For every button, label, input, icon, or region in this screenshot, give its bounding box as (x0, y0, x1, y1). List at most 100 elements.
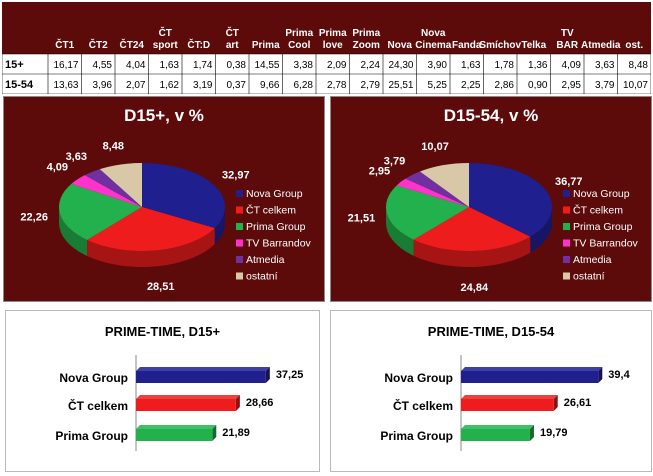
pie-title: D15+, v % (124, 106, 204, 125)
pie-slice (419, 163, 469, 207)
bar (136, 399, 236, 411)
table-cell: 2,24 (361, 60, 381, 71)
pie-slice-side (59, 207, 88, 256)
table-cell: 3,90 (428, 60, 448, 71)
table-cell: 1,78 (495, 60, 515, 71)
table-cell: 1,63 (160, 60, 180, 71)
bar-value-label: 28,66 (246, 397, 274, 409)
table-cell: 24,30 (388, 60, 413, 71)
pie-data-label: 8,48 (103, 140, 124, 152)
category-label: ČT celkem (393, 398, 453, 413)
legend-label: TV Barrandov (246, 238, 312, 250)
pie-slice (396, 178, 469, 207)
table-cell: 2,79 (361, 80, 381, 91)
table-header-cell: Nova Cinema (415, 28, 452, 51)
pie-slice (469, 163, 552, 237)
table-header-cell: ČT24 (120, 38, 145, 51)
table-cell: 4,09 (562, 60, 582, 71)
bar-value-label: 21,89 (222, 427, 250, 439)
table-cell: 1,62 (160, 80, 180, 91)
table-cell: 3,38 (294, 60, 314, 71)
table-cell: 2,07 (126, 80, 146, 91)
category-label: Prima Group (55, 429, 128, 443)
legend-swatch (563, 239, 570, 247)
category-label: ČT celkem (68, 398, 128, 413)
table-header-cell: Smíchov (479, 40, 521, 51)
table-header-cell: Prima (252, 40, 280, 51)
table-header-cell: ČT1 (55, 38, 74, 51)
table-cell: 9,66 (260, 80, 280, 91)
legend-swatch (236, 190, 243, 197)
table-cell: 3,79 (595, 80, 615, 91)
table-header-cell: Prima love (319, 28, 347, 51)
pie-data-label: 22,26 (20, 211, 48, 223)
pie-slice (87, 207, 215, 251)
pie-title: D15-54, v % (444, 106, 539, 125)
bar-top-face (461, 367, 603, 371)
legend-swatch (236, 206, 243, 214)
bar-panel-d15plus: PRIME-TIME, D15+ Nova Group 37,25 ČT celkem… (5, 310, 320, 472)
table-header-cell: Atmedia (581, 40, 621, 51)
table-cell: 13,63 (53, 80, 78, 91)
bar-top-face (461, 425, 534, 429)
pie-slice (58, 183, 142, 240)
table-cell: 3,96 (93, 80, 113, 91)
table-cell: 8,48 (629, 60, 649, 71)
table-header-cell: Prima Zoom (352, 28, 380, 51)
table-cell: 6,28 (294, 80, 314, 91)
table-header-cell: ČT art (226, 26, 240, 51)
table-cell: 2,25 (461, 80, 481, 91)
bar (136, 371, 266, 383)
pie-data-label: 10,07 (421, 141, 449, 153)
table-row-label: 15-54 (5, 79, 34, 91)
table-cell: 25,51 (388, 80, 413, 91)
table-header-cell: ost. (625, 40, 643, 51)
bar-chart-d1554: PRIME-TIME, D15-54 Nova Group 39,4 ČT celke… (380, 324, 631, 451)
table-cell: 3,63 (595, 60, 615, 71)
bar-value-label: 39,4 (608, 369, 630, 381)
table-cell: 4,55 (93, 60, 113, 71)
pie-slice-side (87, 228, 215, 267)
legend-swatch (236, 223, 243, 230)
bar (461, 371, 599, 383)
bar-top-face (136, 425, 217, 429)
legend-label: TV Barrandov (573, 238, 639, 250)
pie-panel-d1554: D15-54, v % 36,77 24,84 21,51 2,95 3,79 10,07 N… (330, 96, 652, 302)
table-cell: 4,04 (126, 60, 146, 71)
pie-slice (413, 207, 531, 251)
table-row-label: 15+ (5, 59, 24, 71)
pie-chart-d15plus: D15+, v % 32,97 28,51 22,26 4,093,63 8,48 Nova… (20, 106, 312, 293)
bar-end-face (529, 425, 534, 441)
pie-slice-side (214, 207, 226, 245)
legend-swatch (563, 206, 570, 214)
table-cell: 2,78 (327, 80, 347, 91)
legend-label: Atmedia (573, 254, 612, 266)
legend-label: ostatní (573, 271, 605, 283)
category-label: Nova Group (59, 371, 128, 385)
legend-swatch (563, 223, 570, 230)
legend-label: Prima Group (246, 221, 306, 233)
table-header-cell: Telka (521, 40, 546, 51)
pie-data-label: 28,51 (147, 281, 175, 293)
legend-label: Prima Group (573, 221, 633, 233)
legend-swatch (563, 256, 570, 263)
category-label: Prima Group (380, 429, 453, 443)
legend-label: Nova Group (573, 188, 630, 200)
legend-swatch (236, 256, 243, 263)
table-header-cell: Nova (388, 40, 413, 51)
table-cell: 14,55 (254, 60, 279, 71)
legend-swatch (236, 239, 243, 247)
pie-panel-d15plus: D15+, v % 32,97 28,51 22,26 4,09 3,63 8,48 Nova… (3, 96, 325, 302)
pie-data-label: 36,77 (555, 176, 583, 188)
bar-top-face (136, 367, 270, 371)
legend-swatch (236, 272, 243, 280)
bar-chart-title: PRIME-TIME, D15+ (105, 324, 221, 339)
bar-end-face (235, 395, 240, 411)
table-cell: 0,37 (227, 80, 247, 91)
legend-swatch (563, 190, 570, 197)
table-header-bg (2, 2, 651, 54)
bar-end-face (598, 367, 603, 383)
bar-panel-d1554: PRIME-TIME, D15-54 Nova Group 39,4 ČT celke… (330, 310, 652, 472)
table-cell: 10,07 (623, 80, 648, 91)
table-cell: 1,36 (528, 60, 548, 71)
